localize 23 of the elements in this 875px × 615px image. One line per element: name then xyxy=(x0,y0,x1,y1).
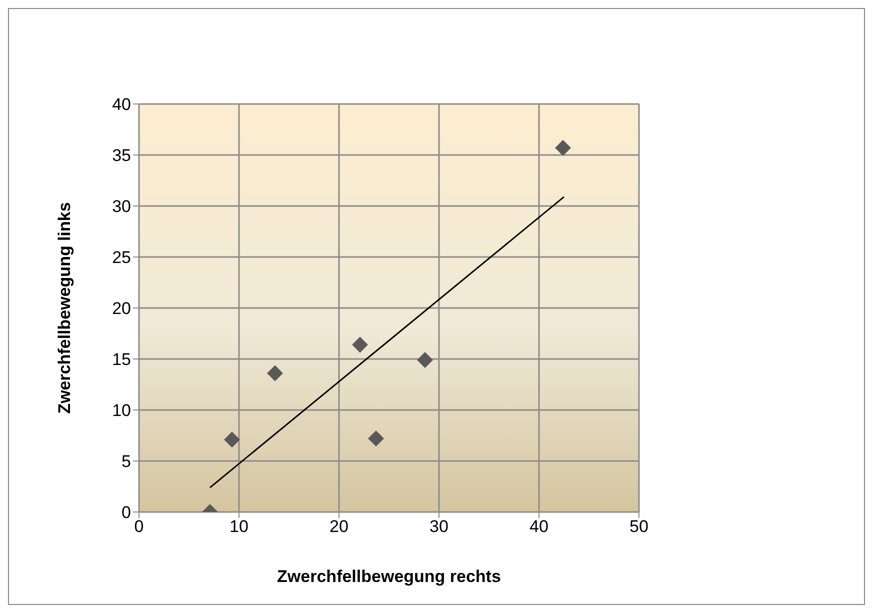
y-tick-label: 10 xyxy=(112,401,131,420)
y-tick-label: 25 xyxy=(112,248,131,268)
y-tick-label: 35 xyxy=(112,146,131,166)
y-tick-label: 5 xyxy=(122,452,131,472)
y-tick-label: 15 xyxy=(112,350,131,370)
x-tick-label: 40 xyxy=(530,517,548,536)
x-tick-label: 10 xyxy=(230,517,248,536)
y-tick-label: 40 xyxy=(112,95,131,114)
point xyxy=(224,432,240,448)
y-tick-label: 20 xyxy=(112,299,131,318)
y-tick-label: 30 xyxy=(112,197,131,216)
point xyxy=(352,336,368,353)
x-tick-label: 30 xyxy=(430,517,448,536)
point xyxy=(267,365,283,382)
x-tick-label: 20 xyxy=(330,517,348,536)
x-tick-label: 0 xyxy=(134,517,144,536)
y-tick-label: 0 xyxy=(122,503,131,522)
y-axis-title: Zwerchfellbewegung links xyxy=(55,202,74,414)
point xyxy=(417,352,433,368)
x-axis-title: Zwerchfellbewegung rechts xyxy=(277,567,501,586)
point xyxy=(368,430,384,447)
x-tick-label: 50 xyxy=(630,517,648,536)
point xyxy=(555,140,571,156)
